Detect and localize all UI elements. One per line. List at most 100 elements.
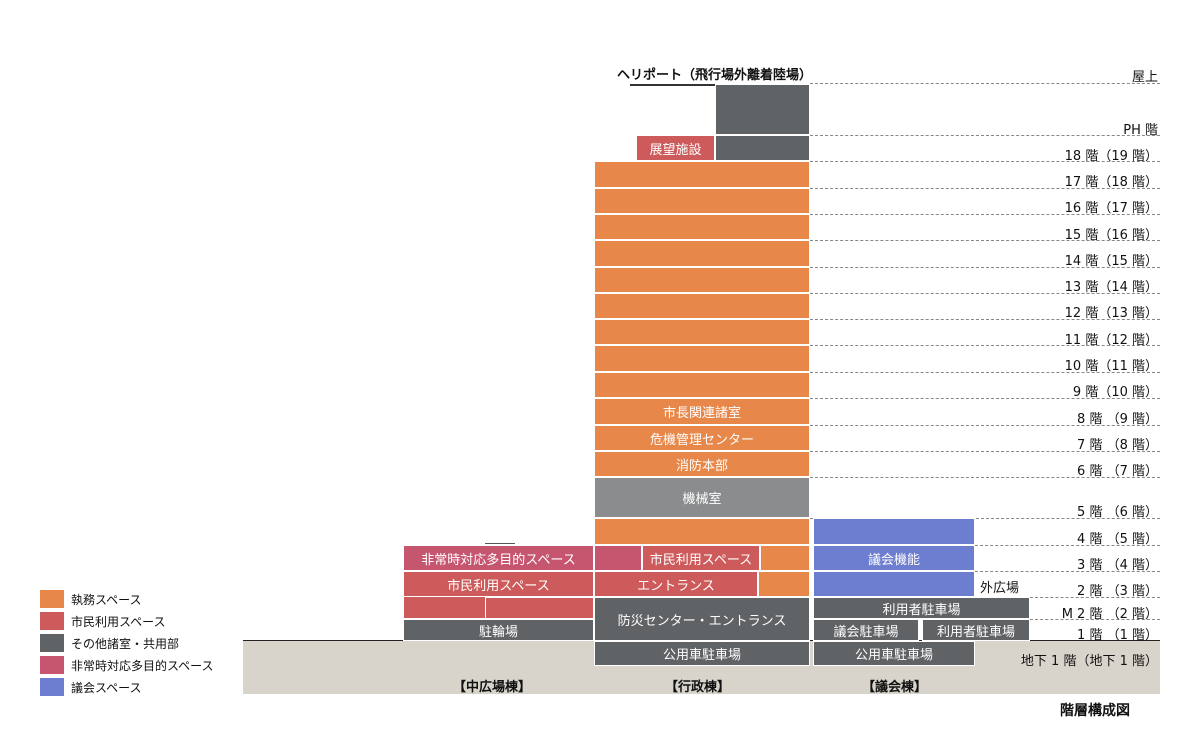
floor-label-ph: PH 階 bbox=[1123, 123, 1158, 138]
floor-line-16 bbox=[810, 214, 1160, 215]
legend-item-civic: 市民利用スペース bbox=[40, 612, 166, 630]
floor-label-18: 18 階（19 階） bbox=[1064, 149, 1158, 164]
legend-label-civic: 市民利用スペース bbox=[71, 614, 166, 629]
office-floor-14 bbox=[594, 240, 810, 267]
disaster-center-entrance: 防災センター・エントランス bbox=[594, 597, 810, 641]
legend-swatch-civic bbox=[40, 612, 64, 630]
floor-label-m2: M 2 階 （2 階） bbox=[1061, 607, 1158, 622]
floor-label-b1: 地下 1 階（地下 1 階） bbox=[1020, 654, 1158, 669]
admin-3f-office-part bbox=[760, 545, 810, 571]
floor-line-6 bbox=[810, 477, 1160, 478]
floor-line-8 bbox=[810, 425, 1160, 426]
building-label-administrative: 【行政棟】 bbox=[665, 680, 731, 695]
heliport-label: ヘリポート（飛行場外離着陸場） bbox=[617, 68, 813, 83]
floor-line-m2 bbox=[1030, 619, 1160, 620]
floor-label-16: 16 階（17 階） bbox=[1064, 201, 1158, 216]
floor-label-4: 4 階 （5 階） bbox=[1077, 532, 1158, 547]
floor-label-10: 10 階（11 階） bbox=[1064, 359, 1158, 374]
floor-line-13 bbox=[810, 293, 1160, 294]
outdoor-plaza-label: 外広場 bbox=[980, 581, 1020, 596]
assembly-function: 議会機能 bbox=[813, 545, 975, 571]
office-floor-15 bbox=[594, 214, 810, 240]
assembly-2f-block bbox=[813, 571, 975, 597]
floor-line-2 bbox=[1030, 597, 1160, 598]
assembly-4f-block bbox=[813, 518, 975, 545]
floor-line-18 bbox=[810, 161, 1160, 162]
office-floor-9 bbox=[594, 372, 810, 398]
plaza-roof-line bbox=[485, 543, 515, 544]
floor-label-6: 6 階 （7 階） bbox=[1077, 464, 1158, 479]
legend-swatch-assembly bbox=[40, 678, 64, 696]
bicycle-parking: 駐輪場 bbox=[403, 619, 594, 641]
admin-3f-emergency-part bbox=[594, 545, 642, 571]
floor-label-5: 5 階 （6 階） bbox=[1077, 505, 1158, 520]
floor-label-roof: 屋上 bbox=[1131, 70, 1158, 85]
legend-label-other: その他諸室・共用部 bbox=[71, 636, 180, 651]
floor-label-1: 1 階 （1 階） bbox=[1077, 628, 1158, 643]
legend-item-office: 執務スペース bbox=[40, 590, 142, 608]
legend-swatch-other bbox=[40, 634, 64, 652]
legend-label-emergency: 非常時対応多目的スペース bbox=[71, 658, 214, 673]
floor-line-15 bbox=[810, 240, 1160, 241]
floor-label-13: 13 階（14 階） bbox=[1064, 280, 1158, 295]
legend-item-other: その他諸室・共用部 bbox=[40, 634, 179, 652]
office-floor-11 bbox=[594, 319, 810, 345]
floor-line-7 bbox=[810, 451, 1160, 452]
admin-2f-office-part bbox=[758, 571, 810, 597]
plaza-void bbox=[403, 597, 485, 619]
office-floor-12 bbox=[594, 293, 810, 319]
assembly-public-parking: 公用車駐車場 bbox=[813, 641, 975, 666]
floor-line-9 bbox=[810, 398, 1160, 399]
ph-machine-block bbox=[715, 84, 810, 135]
floor18-core-block bbox=[715, 135, 810, 161]
office-floor-17 bbox=[594, 161, 810, 188]
crisis-center-floor: 危機管理センター bbox=[594, 425, 810, 451]
diagram-title: 階層構成図 bbox=[1060, 703, 1130, 719]
floor-line-3 bbox=[975, 571, 1160, 572]
floor-line-4 bbox=[975, 545, 1160, 546]
floor-label-15: 15 階（16 階） bbox=[1064, 228, 1158, 243]
user-parking-m2: 利用者駐車場 bbox=[813, 597, 1030, 619]
legend-swatch-emergency bbox=[40, 656, 64, 674]
floor-label-9: 9 階（10 階） bbox=[1072, 385, 1158, 400]
floor-label-17: 17 階（18 階） bbox=[1064, 175, 1158, 190]
admin-civic-use-space: 市民利用スペース bbox=[642, 545, 760, 571]
floor-label-2: 2 階 （3 階） bbox=[1077, 584, 1158, 599]
office-floor-13 bbox=[594, 267, 810, 293]
building-label-middle-plaza: 【中広場棟】 bbox=[453, 680, 532, 695]
legend-label-assembly: 議会スペース bbox=[71, 680, 142, 695]
legend-item-assembly: 議会スペース bbox=[40, 678, 142, 696]
floor-label-7: 7 階 （8 階） bbox=[1077, 438, 1158, 453]
floor-line-14 bbox=[810, 267, 1160, 268]
floor-line-ph bbox=[810, 135, 1160, 136]
floor-line-5 bbox=[810, 518, 1160, 519]
floor-line-12 bbox=[810, 319, 1160, 320]
admin-public-parking: 公用車駐車場 bbox=[594, 641, 810, 666]
floor-label-14: 14 階（15 階） bbox=[1064, 254, 1158, 269]
floor-label-3: 3 階 （4 階） bbox=[1077, 558, 1158, 573]
user-parking-1f: 利用者駐車場 bbox=[922, 619, 1030, 641]
floor-label-12: 12 階（13 階） bbox=[1064, 306, 1158, 321]
floor-line-17 bbox=[810, 188, 1160, 189]
admin-entrance: エントランス bbox=[594, 571, 758, 597]
office-floor-16 bbox=[594, 188, 810, 214]
plaza-m2-civic-block bbox=[485, 597, 594, 619]
emergency-multipurpose-space: 非常時対応多目的スペース bbox=[403, 545, 594, 571]
plaza-civic-use-space: 市民利用スペース bbox=[403, 571, 594, 597]
fire-hq-floor: 消防本部 bbox=[594, 451, 810, 477]
assembly-parking: 議会駐車場 bbox=[813, 619, 919, 641]
mayor-office-floor: 市長関連諸室 bbox=[594, 398, 810, 425]
floor-line-10 bbox=[810, 372, 1160, 373]
floor-line-11 bbox=[810, 345, 1160, 346]
observation-room: 展望施設 bbox=[636, 135, 715, 161]
floor-label-11: 11 階（12 階） bbox=[1064, 333, 1158, 348]
legend-label-office: 執務スペース bbox=[71, 592, 142, 607]
legend-item-emergency: 非常時対応多目的スペース bbox=[40, 656, 214, 674]
machine-room-floor: 機械室 bbox=[594, 477, 810, 518]
building-label-assembly: 【議会棟】 bbox=[862, 680, 928, 695]
office-floor-10 bbox=[594, 345, 810, 372]
legend-swatch-office bbox=[40, 590, 64, 608]
floor-label-8: 8 階 （9 階） bbox=[1077, 412, 1158, 427]
floor-line-roof bbox=[810, 83, 1160, 84]
office-floor-4 bbox=[594, 518, 810, 545]
